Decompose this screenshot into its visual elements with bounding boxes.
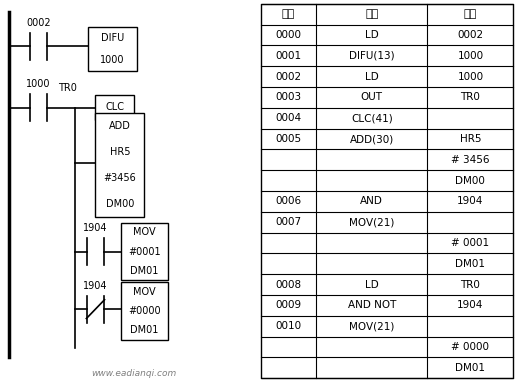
Text: 1000: 1000 [100,55,124,65]
Text: MOV: MOV [133,287,156,297]
Text: 0002: 0002 [457,30,483,40]
Text: 1000: 1000 [457,72,483,82]
Text: DIFU(13): DIFU(13) [349,51,395,61]
Text: TR0: TR0 [460,280,480,290]
Bar [88,27,137,71]
Text: #3456: #3456 [104,173,136,183]
Text: HR5: HR5 [460,134,481,144]
Text: TR0: TR0 [460,93,480,103]
Text: DIFU: DIFU [101,33,124,43]
Text: DM00: DM00 [106,199,134,209]
Bar [121,282,168,340]
Text: 0007: 0007 [276,217,301,227]
Text: 地址: 地址 [282,9,295,19]
Text: CLC: CLC [105,102,124,113]
Text: www.eadianqi.com: www.eadianqi.com [91,369,177,378]
Bar [261,4,513,378]
Text: DM01: DM01 [131,325,158,335]
Text: AND: AND [360,197,383,207]
Text: 0003: 0003 [276,93,301,103]
Text: LD: LD [365,280,379,290]
Text: 数据: 数据 [464,9,477,19]
Text: 指令: 指令 [365,9,378,19]
Text: 0001: 0001 [276,51,301,61]
Text: #0001: #0001 [128,247,161,257]
Text: 1904: 1904 [83,223,108,233]
Bar [121,223,168,280]
Text: 0002: 0002 [276,72,301,82]
Text: MOV(21): MOV(21) [349,217,395,227]
Text: LD: LD [365,30,379,40]
Text: 0002: 0002 [26,18,51,28]
Text: 0006: 0006 [276,197,301,207]
Text: MOV: MOV [133,227,156,237]
Text: 0009: 0009 [276,300,301,310]
Text: 1904: 1904 [83,281,108,291]
Bar [95,95,134,120]
Text: TR0: TR0 [58,83,76,93]
Text: LD: LD [365,72,379,82]
Text: ADD: ADD [109,121,131,131]
Text: # 0001: # 0001 [452,238,490,248]
Text: 0008: 0008 [276,280,301,290]
Text: OUT: OUT [361,93,383,103]
Text: CLC(41): CLC(41) [351,113,393,123]
Text: ADD(30): ADD(30) [350,134,394,144]
Text: # 0000: # 0000 [452,342,490,352]
Text: AND NOT: AND NOT [348,300,396,310]
Text: DM01: DM01 [456,363,486,373]
Text: 0004: 0004 [276,113,301,123]
Text: #0000: #0000 [128,306,161,316]
Text: DM00: DM00 [456,175,486,185]
Text: 1904: 1904 [457,300,483,310]
Text: DM01: DM01 [131,266,158,276]
Bar [95,113,144,217]
Text: 0005: 0005 [276,134,301,144]
Text: 1904: 1904 [457,197,483,207]
Text: 0000: 0000 [276,30,301,40]
Text: 1000: 1000 [457,51,483,61]
Text: 0010: 0010 [276,321,301,331]
Text: # 3456: # 3456 [451,155,490,165]
Text: 1000: 1000 [26,79,51,89]
Text: DM01: DM01 [456,259,486,269]
Text: HR5: HR5 [110,147,130,157]
Text: MOV(21): MOV(21) [349,321,395,331]
